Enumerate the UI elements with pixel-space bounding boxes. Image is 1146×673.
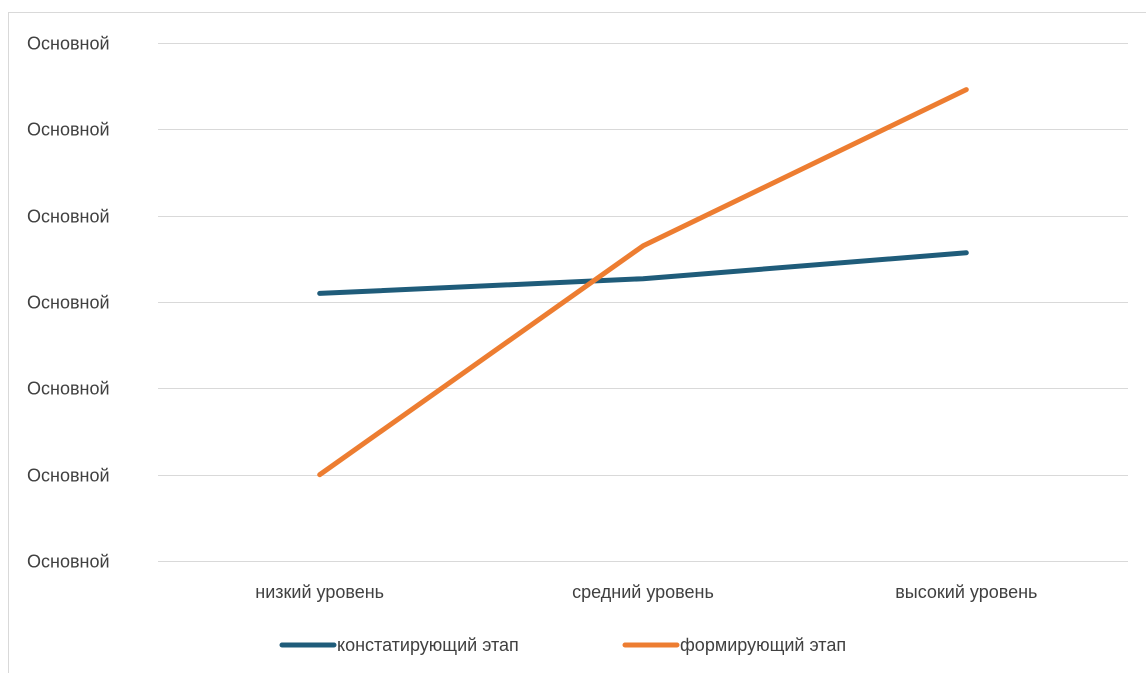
x-tick-label: высокий уровень xyxy=(895,582,1037,602)
y-axis-tick-labels: Основной Основной Основной Основной Основной… xyxy=(27,34,110,572)
legend-label-2: формирующий этап xyxy=(680,635,846,655)
series-lines xyxy=(317,87,969,478)
series-line-2 xyxy=(317,87,969,478)
x-tick-label: низкий уровень xyxy=(255,582,384,602)
y-tick-label: Основной xyxy=(27,207,110,227)
y-tick-label: Основной xyxy=(27,552,110,572)
legend: констатирующий этап формирующий этап xyxy=(279,635,846,655)
y-tick-label: Основной xyxy=(27,34,110,54)
x-axis-tick-labels: низкий уровень средний уровень высокий уро… xyxy=(255,582,1037,602)
chart-frame xyxy=(8,12,1146,673)
y-tick-label: Основной xyxy=(27,120,110,140)
legend-label-1: констатирующий этап xyxy=(337,635,519,655)
x-tick-label: средний уровень xyxy=(572,582,714,602)
y-tick-label: Основной xyxy=(27,466,110,486)
series-line-1 xyxy=(317,250,969,296)
y-tick-label: Основной xyxy=(27,379,110,399)
y-tick-label: Основной xyxy=(27,293,110,313)
